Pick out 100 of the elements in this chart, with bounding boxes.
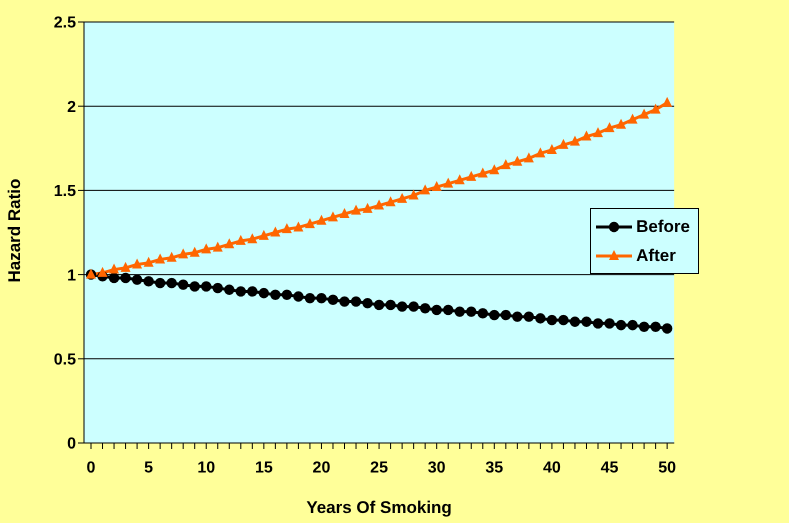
y-tick-label: 2: [67, 98, 76, 116]
point: [166, 252, 177, 262]
point: [443, 178, 454, 188]
point: [581, 316, 592, 327]
point: [524, 152, 534, 162]
point: [304, 292, 316, 304]
point: [328, 294, 338, 306]
x-tick-label: 40: [543, 459, 561, 476]
point: [282, 223, 292, 234]
legend-label: Before: [636, 216, 690, 236]
point: [350, 296, 362, 307]
point: [362, 202, 373, 213]
point: [650, 104, 661, 114]
point: [500, 159, 511, 170]
point: [293, 221, 304, 232]
point: [500, 310, 512, 320]
y-tick-label: 1: [67, 267, 76, 284]
point: [374, 300, 384, 310]
point: [166, 278, 177, 288]
point: [316, 292, 327, 304]
point: [431, 304, 442, 316]
point: [212, 242, 223, 252]
point: [650, 322, 661, 332]
point: [132, 274, 142, 285]
point: [143, 276, 154, 287]
point: [628, 114, 638, 124]
point: [120, 272, 131, 284]
point: [524, 312, 534, 322]
point: [420, 303, 430, 314]
point: [581, 130, 592, 141]
point: [627, 320, 638, 330]
point: [454, 306, 465, 317]
point: [466, 306, 476, 317]
point: [108, 272, 120, 284]
y-axis-title: Hazard Ratio: [5, 178, 24, 282]
y-tick-label: 1.5: [54, 183, 76, 200]
point: [616, 320, 626, 330]
x-axis-title: Years Of Smoking: [306, 498, 452, 517]
x-tick-label: 45: [600, 459, 619, 476]
point: [178, 280, 188, 290]
point: [120, 262, 131, 272]
point: [132, 258, 142, 268]
point: [408, 189, 419, 200]
point: [454, 174, 465, 184]
legend-label: After: [636, 246, 676, 266]
point: [247, 286, 258, 297]
point: [397, 192, 408, 203]
x-tick-label: 10: [197, 459, 216, 476]
point: [604, 318, 615, 329]
point: [201, 243, 212, 254]
point: [178, 248, 188, 258]
point: [570, 316, 580, 327]
point: [512, 156, 522, 166]
point: [328, 211, 338, 222]
point: [535, 147, 546, 158]
point: [362, 298, 373, 308]
point: [489, 310, 500, 320]
point: [282, 290, 292, 300]
point: [546, 314, 558, 326]
point: [109, 264, 120, 274]
x-tick-label: 35: [485, 459, 504, 476]
x-tick-label: 25: [370, 459, 388, 476]
point: [386, 196, 396, 206]
point: [604, 122, 615, 132]
point: [420, 184, 430, 194]
point: [535, 313, 546, 324]
point: [351, 204, 362, 215]
y-tick-label: 0: [67, 436, 76, 453]
point: [304, 218, 315, 228]
point: [155, 253, 166, 264]
point: [570, 136, 580, 146]
y-tick-label: 2.5: [54, 14, 76, 32]
point: [293, 291, 304, 302]
point: [154, 278, 166, 288]
point: [270, 290, 281, 300]
x-tick-label: 15: [254, 459, 273, 476]
point: [212, 282, 223, 294]
point: [616, 118, 626, 129]
point: [236, 234, 246, 245]
point: [558, 138, 568, 149]
point: [144, 256, 154, 267]
point: [190, 281, 200, 292]
point: [190, 246, 200, 257]
x-tick-label: 5: [144, 459, 154, 476]
point: [316, 214, 326, 225]
point: [432, 181, 442, 192]
y-tick-label: 0.5: [54, 351, 76, 368]
point: [385, 300, 396, 310]
point: [224, 284, 234, 295]
point: [236, 286, 246, 297]
point: [224, 238, 234, 248]
point: [396, 301, 408, 312]
point: [546, 144, 557, 154]
point: [639, 108, 650, 119]
point: [638, 322, 650, 332]
point: [98, 266, 108, 277]
point: [258, 288, 270, 298]
point: [593, 127, 604, 138]
point: [201, 281, 212, 292]
point: [662, 96, 672, 107]
